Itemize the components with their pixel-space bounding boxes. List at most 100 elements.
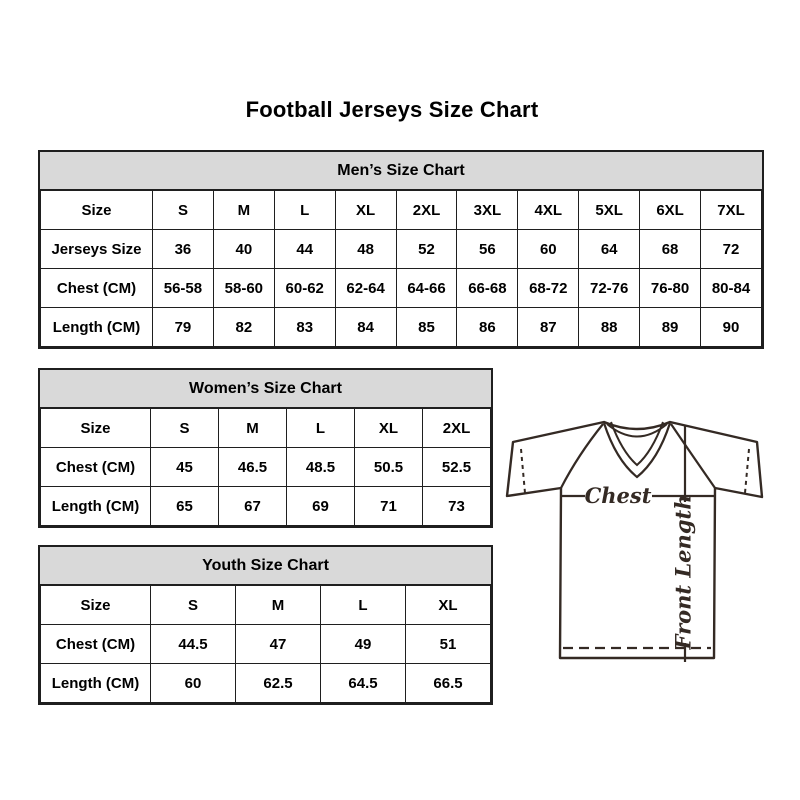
jersey-right-armhole-seam bbox=[670, 423, 716, 489]
value-cell: 49 bbox=[320, 624, 406, 664]
value-cell: 62.5 bbox=[235, 663, 321, 703]
table-row: Jerseys Size 36 40 44 48 52 56 60 64 68 72 bbox=[40, 229, 762, 269]
table-row: Length (CM) 79 82 83 84 85 86 87 88 89 90 bbox=[40, 307, 762, 347]
table-row: Size S M L XL 2XL 3XL 4XL 5XL 6XL 7XL bbox=[40, 190, 762, 230]
jersey-right-cuff-dashed-line bbox=[744, 448, 750, 494]
row-label-cell: Chest (CM) bbox=[40, 268, 153, 308]
value-cell: 80-84 bbox=[700, 268, 762, 308]
mens-size-table: Men’s Size Chart Size S M L XL 2XL 3XL 4XL 5XL 6X… bbox=[38, 150, 764, 349]
row-label-cell: Jerseys Size bbox=[40, 229, 153, 269]
value-cell: XL bbox=[405, 585, 491, 625]
value-cell: 68 bbox=[639, 229, 702, 269]
row-label-cell: Length (CM) bbox=[40, 663, 151, 703]
value-cell: 52 bbox=[395, 229, 458, 269]
table-row: Size S M L XL bbox=[40, 585, 491, 625]
mens-size-table-grid: Size S M L XL 2XL 3XL 4XL 5XL 6XL 7XL Jerseys Size 3… bbox=[40, 190, 762, 347]
value-cell: XL bbox=[354, 408, 423, 448]
value-cell: 85 bbox=[395, 307, 458, 347]
value-cell: M bbox=[218, 408, 287, 448]
value-cell: XL bbox=[334, 190, 397, 230]
value-cell: 60-62 bbox=[273, 268, 336, 308]
value-cell: 71 bbox=[354, 486, 423, 526]
youth-size-table: Youth Size Chart Size S M L XL Chest (CM) 44.5… bbox=[38, 545, 493, 705]
value-cell: 5XL bbox=[578, 190, 641, 230]
value-cell: M bbox=[235, 585, 321, 625]
value-cell: 83 bbox=[273, 307, 336, 347]
womens-size-table-grid: Size S M L XL 2XL Chest (CM) 45 46.5 48.5 50.5 52.5… bbox=[40, 408, 491, 526]
value-cell: 79 bbox=[152, 307, 214, 347]
jersey-vneck-inner-line bbox=[610, 421, 664, 467]
row-label-cell: Chest (CM) bbox=[40, 447, 151, 487]
row-label-cell: Length (CM) bbox=[40, 486, 151, 526]
value-cell: 58-60 bbox=[212, 268, 275, 308]
front-length-label: Front Length bbox=[671, 495, 696, 651]
value-cell: 72-76 bbox=[578, 268, 641, 308]
table-row: Size S M L XL 2XL bbox=[40, 408, 491, 448]
jersey-left-armhole-seam bbox=[560, 423, 604, 489]
value-cell: 68-72 bbox=[517, 268, 580, 308]
mens-size-table-title: Men’s Size Chart bbox=[40, 152, 762, 190]
row-label-cell: Length (CM) bbox=[40, 307, 153, 347]
value-cell: 52.5 bbox=[422, 447, 491, 487]
value-cell: 7XL bbox=[700, 190, 762, 230]
value-cell: 90 bbox=[700, 307, 762, 347]
value-cell: 64-66 bbox=[395, 268, 458, 308]
value-cell: 2XL bbox=[395, 190, 458, 230]
value-cell: 84 bbox=[334, 307, 397, 347]
value-cell: 40 bbox=[212, 229, 275, 269]
value-cell: 50.5 bbox=[354, 447, 423, 487]
page-title: Football Jerseys Size Chart bbox=[245, 97, 539, 122]
value-cell: 44.5 bbox=[150, 624, 236, 664]
youth-size-table-title: Youth Size Chart bbox=[40, 547, 491, 585]
value-cell: 64 bbox=[578, 229, 641, 269]
value-cell: 46.5 bbox=[218, 447, 287, 487]
value-cell: 60 bbox=[517, 229, 580, 269]
chest-label: Chest bbox=[585, 483, 652, 508]
womens-size-table-title: Women’s Size Chart bbox=[40, 370, 491, 408]
value-cell: 56 bbox=[456, 229, 519, 269]
table-row: Chest (CM) 45 46.5 48.5 50.5 52.5 bbox=[40, 447, 491, 487]
jersey-outline bbox=[505, 420, 764, 660]
womens-size-table: Women’s Size Chart Size S M L XL 2XL Chest (CM… bbox=[38, 368, 493, 528]
value-cell: L bbox=[286, 408, 355, 448]
value-cell: 6XL bbox=[639, 190, 702, 230]
value-cell: 65 bbox=[150, 486, 219, 526]
value-cell: 86 bbox=[456, 307, 519, 347]
value-cell: 73 bbox=[422, 486, 491, 526]
row-label-cell: Size bbox=[40, 190, 153, 230]
value-cell: 66-68 bbox=[456, 268, 519, 308]
jersey-left-cuff-dashed-line bbox=[520, 448, 526, 494]
value-cell: 48.5 bbox=[286, 447, 355, 487]
value-cell: S bbox=[150, 585, 236, 625]
youth-size-table-grid: Size S M L XL Chest (CM) 44.5 47 49 51 Length (CM)… bbox=[40, 585, 491, 703]
value-cell: 88 bbox=[578, 307, 641, 347]
value-cell: S bbox=[152, 190, 214, 230]
table-row: Chest (CM) 56-58 58-60 60-62 62-64 64-66 66-68… bbox=[40, 268, 762, 308]
row-label-cell: Size bbox=[40, 585, 151, 625]
value-cell: 45 bbox=[150, 447, 219, 487]
table-row: Length (CM) 60 62.5 64.5 66.5 bbox=[40, 663, 491, 703]
value-cell: 4XL bbox=[517, 190, 580, 230]
value-cell: 3XL bbox=[456, 190, 519, 230]
value-cell: 66.5 bbox=[405, 663, 491, 703]
value-cell: 82 bbox=[212, 307, 275, 347]
value-cell: 69 bbox=[286, 486, 355, 526]
value-cell: 72 bbox=[700, 229, 762, 269]
value-cell: 48 bbox=[334, 229, 397, 269]
value-cell: 89 bbox=[639, 307, 702, 347]
value-cell: 36 bbox=[152, 229, 214, 269]
value-cell: S bbox=[150, 408, 219, 448]
value-cell: 47 bbox=[235, 624, 321, 664]
value-cell: 76-80 bbox=[639, 268, 702, 308]
table-row: Length (CM) 65 67 69 71 73 bbox=[40, 486, 491, 526]
row-label-cell: Size bbox=[40, 408, 151, 448]
value-cell: 67 bbox=[218, 486, 287, 526]
value-cell: 62-64 bbox=[334, 268, 397, 308]
value-cell: 44 bbox=[273, 229, 336, 269]
value-cell: 56-58 bbox=[152, 268, 214, 308]
value-cell: 60 bbox=[150, 663, 236, 703]
value-cell: L bbox=[320, 585, 406, 625]
value-cell: 87 bbox=[517, 307, 580, 347]
jersey-vneck-outer-line bbox=[602, 422, 672, 479]
row-label-cell: Chest (CM) bbox=[40, 624, 151, 664]
